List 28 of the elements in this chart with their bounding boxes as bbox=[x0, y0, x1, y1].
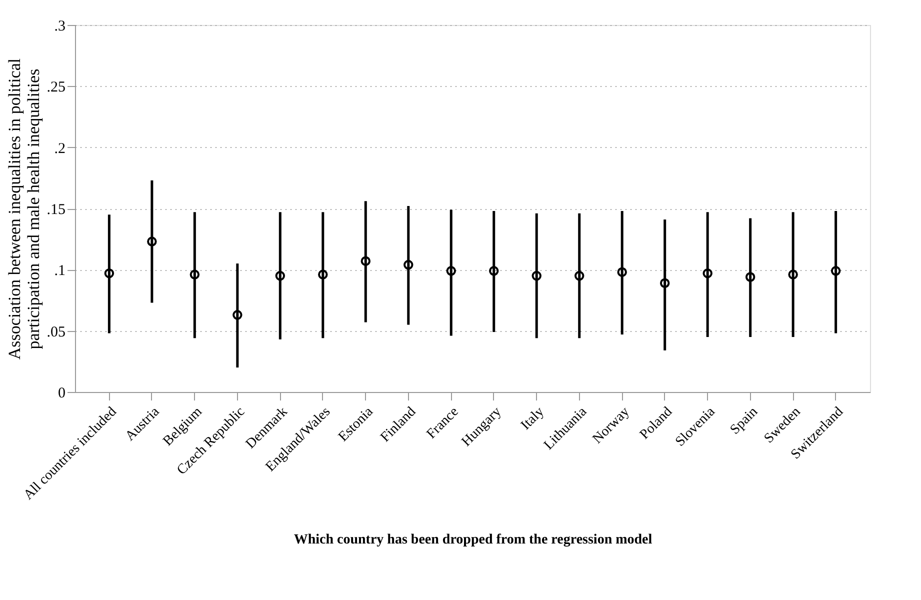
y-axis-title: Association between inequalities in political participation and male health inequalities bbox=[4, 58, 43, 360]
point bbox=[745, 272, 756, 282]
point bbox=[360, 256, 371, 266]
point bbox=[660, 278, 670, 288]
x-tick-label: Italy bbox=[518, 404, 548, 434]
point bbox=[232, 310, 242, 320]
point bbox=[788, 270, 798, 280]
point bbox=[104, 268, 114, 278]
point bbox=[574, 270, 584, 281]
y-tick-label: .2 bbox=[54, 140, 66, 157]
point bbox=[147, 236, 157, 246]
point bbox=[446, 266, 456, 276]
point bbox=[617, 267, 627, 277]
point bbox=[489, 266, 499, 276]
point bbox=[404, 260, 414, 270]
y-tick-label: .15 bbox=[46, 202, 66, 218]
point bbox=[190, 270, 200, 280]
y-tick-label: 0 bbox=[58, 386, 66, 402]
y-tick-label: .25 bbox=[46, 80, 66, 96]
point bbox=[275, 270, 286, 281]
point bbox=[532, 270, 542, 281]
y-tick-label: .05 bbox=[46, 324, 66, 340]
y-tick-label: .1 bbox=[54, 263, 66, 280]
point bbox=[318, 270, 328, 280]
x-axis-title: Which country has been dropped from the regression model bbox=[294, 532, 652, 548]
point bbox=[830, 266, 841, 276]
y-tick-label: .3 bbox=[54, 18, 66, 34]
point bbox=[702, 268, 712, 278]
